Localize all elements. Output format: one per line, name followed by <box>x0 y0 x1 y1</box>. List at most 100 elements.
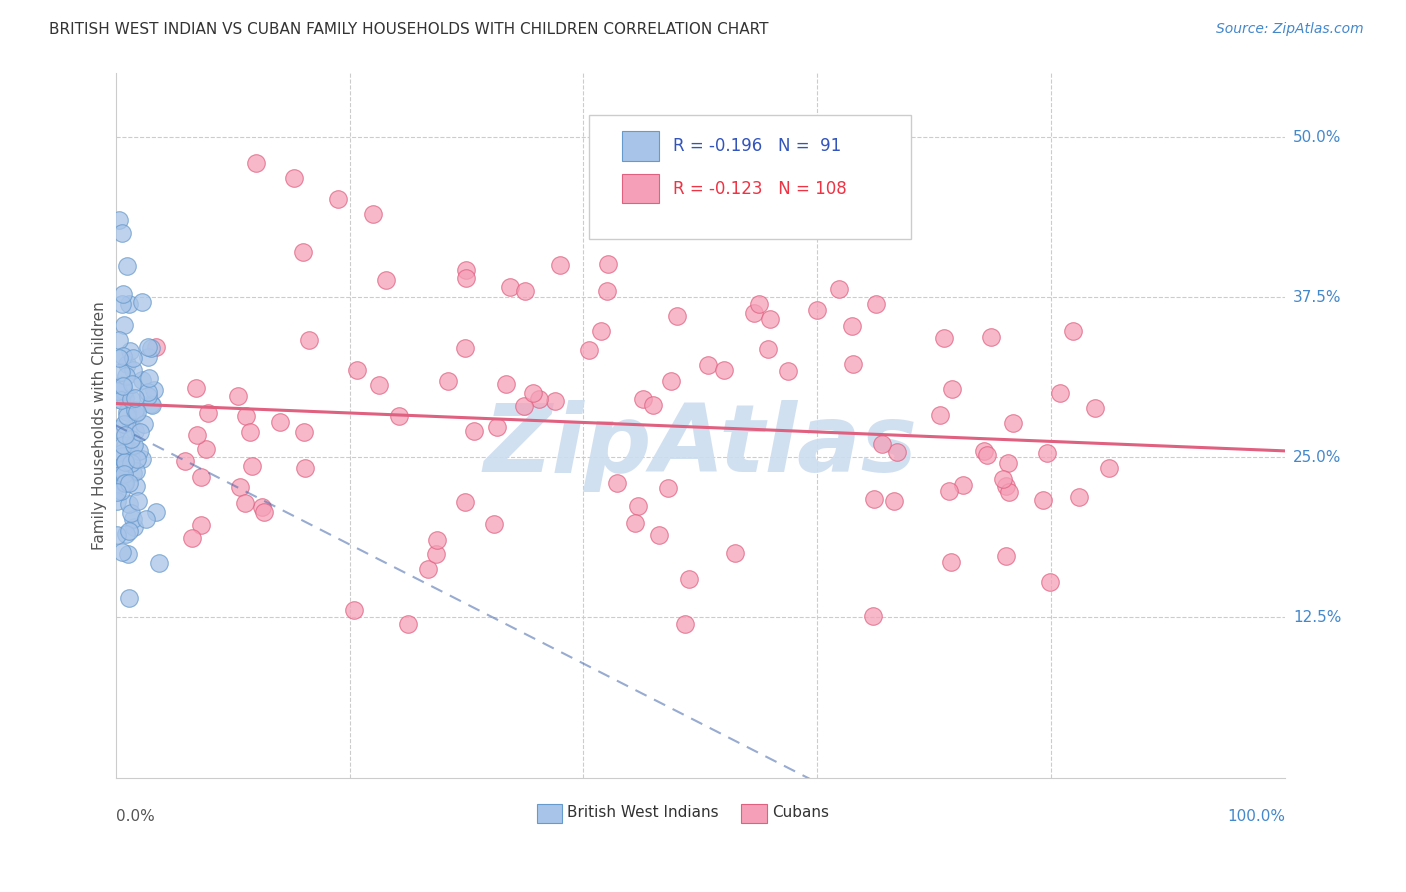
Point <box>291 245 314 260</box>
Point <box>118 524 141 538</box>
Point <box>125 464 148 478</box>
Point <box>112 349 135 363</box>
Point <box>756 343 779 357</box>
Point <box>124 407 146 421</box>
Point <box>138 340 160 354</box>
Point <box>486 420 509 434</box>
Point <box>883 494 905 508</box>
Text: 12.5%: 12.5% <box>1294 610 1341 625</box>
Point <box>513 399 536 413</box>
Point <box>1084 401 1107 416</box>
Point <box>181 531 204 545</box>
Point <box>115 369 138 384</box>
Point <box>194 442 217 456</box>
Point <box>120 450 142 465</box>
Point <box>596 284 619 298</box>
Point <box>994 549 1017 564</box>
Point <box>388 409 411 423</box>
Point <box>952 478 974 492</box>
Point <box>932 331 955 345</box>
Point <box>235 409 257 423</box>
Point <box>862 492 884 507</box>
Point <box>110 392 132 407</box>
Point <box>122 363 145 377</box>
Point <box>131 451 153 466</box>
Point <box>696 358 718 372</box>
Point <box>759 312 782 326</box>
Point <box>998 484 1021 499</box>
Point <box>346 362 368 376</box>
Point <box>111 461 134 475</box>
Point <box>841 319 863 334</box>
Text: BRITISH WEST INDIAN VS CUBAN FAMILY HOUSEHOLDS WITH CHILDREN CORRELATION CHART: BRITISH WEST INDIAN VS CUBAN FAMILY HOUS… <box>49 22 769 37</box>
Point <box>124 424 146 438</box>
Point <box>548 258 571 272</box>
Point <box>114 427 136 442</box>
Point <box>941 382 963 396</box>
Point <box>105 494 128 508</box>
Point <box>118 297 141 311</box>
Point <box>117 548 139 562</box>
Point <box>114 455 136 469</box>
Point <box>122 351 145 365</box>
Point <box>673 616 696 631</box>
Point <box>197 406 219 420</box>
Point <box>495 376 517 391</box>
Point <box>776 364 799 378</box>
Point <box>522 386 544 401</box>
Point <box>120 456 142 470</box>
Point <box>127 493 149 508</box>
Point <box>112 287 135 301</box>
Point <box>250 500 273 515</box>
Point <box>842 358 865 372</box>
Point <box>298 333 321 347</box>
Point <box>118 497 141 511</box>
Point <box>269 415 291 429</box>
Point <box>115 405 138 419</box>
Point <box>1002 416 1025 430</box>
Point <box>114 475 136 490</box>
Point <box>1036 445 1059 459</box>
Point <box>991 472 1014 486</box>
Point <box>108 468 131 483</box>
Point <box>122 466 145 480</box>
Point <box>114 454 136 468</box>
Point <box>228 480 250 494</box>
Point <box>631 392 654 406</box>
Text: ZipAtlas: ZipAtlas <box>484 401 917 492</box>
Point <box>437 374 460 388</box>
Text: Cubans: Cubans <box>772 805 828 821</box>
Text: 25.0%: 25.0% <box>1294 450 1341 465</box>
Point <box>112 467 135 482</box>
Point <box>139 397 162 411</box>
Point <box>328 192 350 206</box>
Point <box>136 384 159 399</box>
Point <box>138 389 160 403</box>
Point <box>456 263 478 277</box>
Point <box>125 405 148 419</box>
Point <box>543 394 565 409</box>
Text: R = -0.196   N =  91: R = -0.196 N = 91 <box>673 137 842 155</box>
Point <box>980 329 1002 343</box>
Point <box>105 478 128 492</box>
Point <box>107 333 129 347</box>
Point <box>135 511 157 525</box>
FancyBboxPatch shape <box>537 804 562 823</box>
Point <box>110 365 132 379</box>
Text: British West Indians: British West Indians <box>567 805 718 821</box>
Point <box>108 351 131 365</box>
Point <box>713 363 735 377</box>
Point <box>117 424 139 438</box>
Point <box>120 506 142 520</box>
Point <box>131 295 153 310</box>
Point <box>253 505 276 519</box>
Point <box>115 409 138 423</box>
Point <box>529 392 551 406</box>
Point <box>107 392 129 406</box>
Point <box>973 444 995 458</box>
Point <box>112 417 135 431</box>
Point <box>121 512 143 526</box>
Point <box>294 461 316 475</box>
Text: 50.0%: 50.0% <box>1294 129 1341 145</box>
Point <box>115 526 138 541</box>
